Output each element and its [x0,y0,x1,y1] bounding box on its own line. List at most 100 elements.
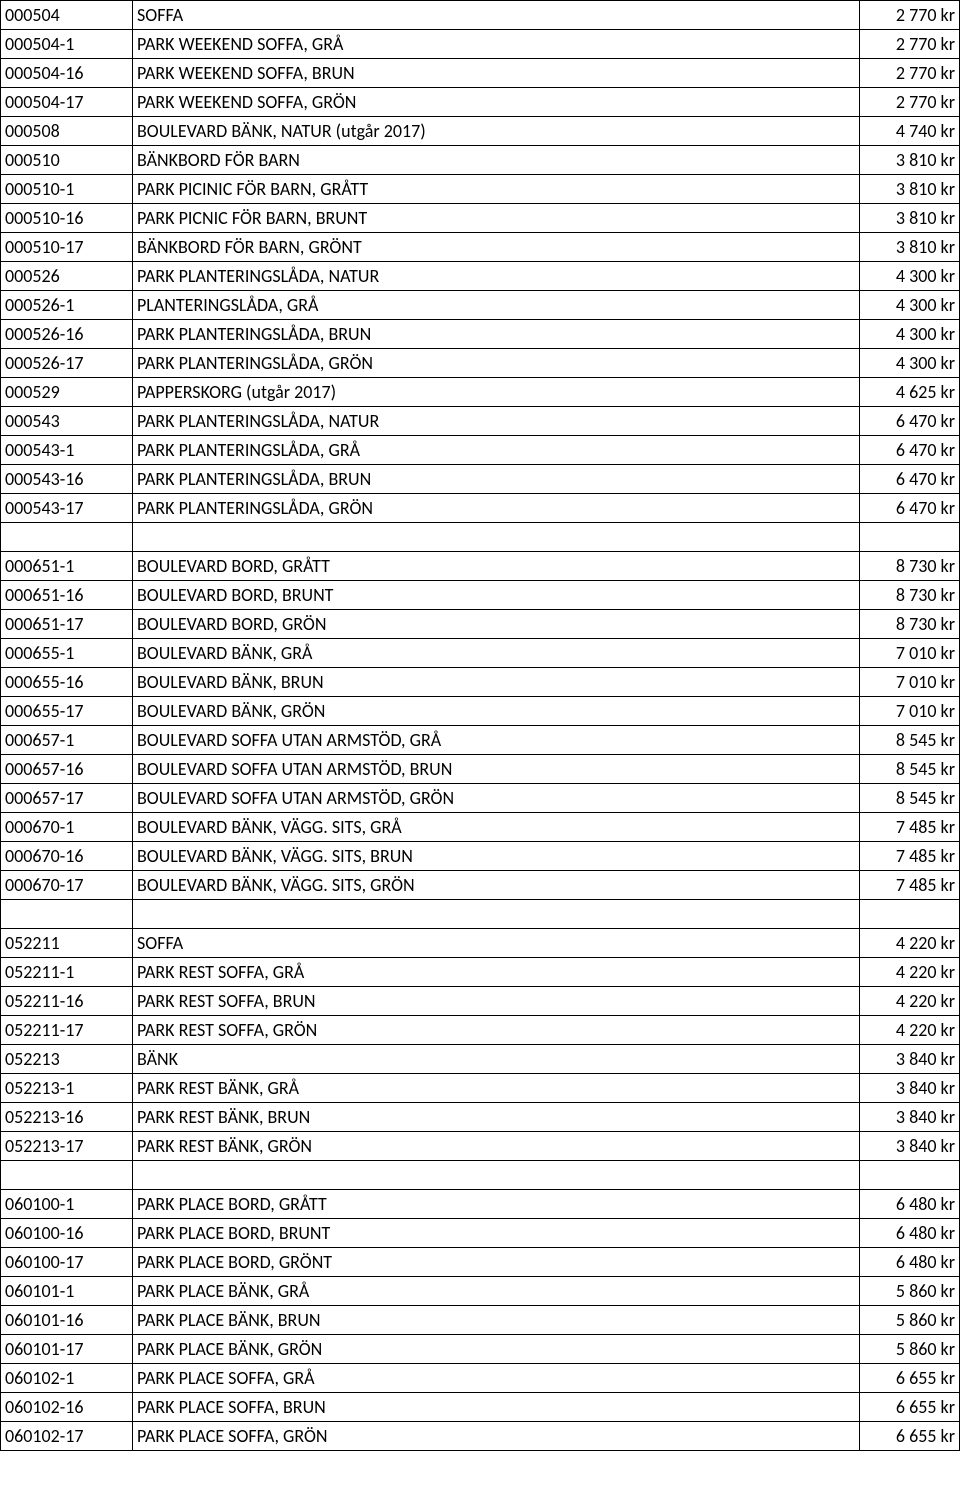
code-cell: 000543-17 [1,494,133,523]
table-row: 000526-17PARK PLANTERINGSLÅDA, GRÖN4 300… [1,349,960,378]
description-cell: BOULEVARD BÄNK, BRUN [133,668,860,697]
code-cell: 060102-1 [1,1364,133,1393]
code-cell: 060101-1 [1,1277,133,1306]
code-cell: 060100-16 [1,1219,133,1248]
price-cell: 7 010 kr [860,639,960,668]
table-row: 000651-16BOULEVARD BORD, BRUNT8 730 kr [1,581,960,610]
blank-row [1,900,960,929]
description-cell: PARK PLACE BÄNK, BRUN [133,1306,860,1335]
description-cell: BOULEVARD BÄNK, VÄGG. SITS, GRÖN [133,871,860,900]
price-cell: 4 220 kr [860,958,960,987]
table-row: 000670-1BOULEVARD BÄNK, VÄGG. SITS, GRÅ7… [1,813,960,842]
price-cell: 4 300 kr [860,349,960,378]
code-cell: 060102-16 [1,1393,133,1422]
code-cell: 000670-16 [1,842,133,871]
code-cell: 000670-17 [1,871,133,900]
description-cell: BOULEVARD BORD, BRUNT [133,581,860,610]
code-cell: 060102-17 [1,1422,133,1451]
description-cell: BOULEVARD BÄNK, GRÅ [133,639,860,668]
table-row: 060101-16PARK PLACE BÄNK, BRUN5 860 kr [1,1306,960,1335]
description-cell: PARK PLACE BÄNK, GRÖN [133,1335,860,1364]
price-cell: 5 860 kr [860,1335,960,1364]
price-cell: 5 860 kr [860,1277,960,1306]
description-cell: BÄNK [133,1045,860,1074]
price-cell: 8 545 kr [860,726,960,755]
price-cell: 7 485 kr [860,871,960,900]
price-cell: 6 655 kr [860,1422,960,1451]
price-cell: 4 300 kr [860,262,960,291]
table-row: 000504-17PARK WEEKEND SOFFA, GRÖN2 770 k… [1,88,960,117]
description-cell: PARK PLACE SOFFA, GRÅ [133,1364,860,1393]
code-cell: 060100-17 [1,1248,133,1277]
code-cell: 000529 [1,378,133,407]
description-cell: PARK PLANTERINGSLÅDA, GRÖN [133,494,860,523]
price-cell: 6 480 kr [860,1248,960,1277]
price-cell: 4 220 kr [860,987,960,1016]
table-row: 000670-16BOULEVARD BÄNK, VÄGG. SITS, BRU… [1,842,960,871]
description-cell: PARK PLACE BÄNK, GRÅ [133,1277,860,1306]
description-cell: PARK REST SOFFA, GRÅ [133,958,860,987]
table-row: 000543-17PARK PLANTERINGSLÅDA, GRÖN6 470… [1,494,960,523]
code-cell: 000657-1 [1,726,133,755]
price-cell [860,900,960,929]
price-cell: 7 485 kr [860,842,960,871]
code-cell: 060100-1 [1,1190,133,1219]
price-cell: 8 545 kr [860,755,960,784]
price-cell: 8 545 kr [860,784,960,813]
code-cell: 000651-16 [1,581,133,610]
code-cell: 000651-1 [1,552,133,581]
code-cell: 000510-16 [1,204,133,233]
price-cell: 4 220 kr [860,1016,960,1045]
code-cell: 000510-1 [1,175,133,204]
code-cell [1,523,133,552]
price-cell: 8 730 kr [860,552,960,581]
code-cell: 052213 [1,1045,133,1074]
table-row: 000670-17BOULEVARD BÄNK, VÄGG. SITS, GRÖ… [1,871,960,900]
description-cell: BOULEVARD SOFFA UTAN ARMSTÖD, BRUN [133,755,860,784]
code-cell: 052211-1 [1,958,133,987]
description-cell: BOULEVARD BÄNK, NATUR (utgår 2017) [133,117,860,146]
price-cell: 2 770 kr [860,30,960,59]
code-cell: 052211-17 [1,1016,133,1045]
price-cell: 3 810 kr [860,146,960,175]
price-cell: 3 810 kr [860,175,960,204]
table-row: 052211-17PARK REST SOFFA, GRÖN4 220 kr [1,1016,960,1045]
code-cell: 000526-1 [1,291,133,320]
table-row: 052211-1PARK REST SOFFA, GRÅ4 220 kr [1,958,960,987]
table-row: 000655-17BOULEVARD BÄNK, GRÖN7 010 kr [1,697,960,726]
table-row: 000655-1BOULEVARD BÄNK, GRÅ7 010 kr [1,639,960,668]
price-cell: 6 470 kr [860,494,960,523]
table-row: 000510-17BÄNKBORD FÖR BARN, GRÖNT3 810 k… [1,233,960,262]
code-cell: 000504-16 [1,59,133,88]
description-cell: PARK PLANTERINGSLÅDA, BRUN [133,465,860,494]
code-cell: 052213-16 [1,1103,133,1132]
price-table-body: 000504SOFFA2 770 kr000504-1PARK WEEKEND … [1,1,960,1451]
table-row: 000504SOFFA2 770 kr [1,1,960,30]
price-cell: 5 860 kr [860,1306,960,1335]
description-cell: SOFFA [133,1,860,30]
description-cell: PARK PLACE BORD, GRÅTT [133,1190,860,1219]
table-row: 052211-16PARK REST SOFFA, BRUN4 220 kr [1,987,960,1016]
description-cell: BÄNKBORD FÖR BARN, GRÖNT [133,233,860,262]
price-cell: 4 740 kr [860,117,960,146]
table-row: 000508BOULEVARD BÄNK, NATUR (utgår 2017)… [1,117,960,146]
price-cell: 4 300 kr [860,320,960,349]
price-cell: 6 655 kr [860,1364,960,1393]
description-cell: BOULEVARD BÄNK, GRÖN [133,697,860,726]
code-cell: 000543-16 [1,465,133,494]
table-row: 060102-1PARK PLACE SOFFA, GRÅ6 655 kr [1,1364,960,1393]
description-cell: PARK PLANTERINGSLÅDA, NATUR [133,407,860,436]
description-cell: BOULEVARD BÄNK, VÄGG. SITS, BRUN [133,842,860,871]
table-row: 000655-16BOULEVARD BÄNK, BRUN7 010 kr [1,668,960,697]
table-row: 000543-1PARK PLANTERINGSLÅDA, GRÅ6 470 k… [1,436,960,465]
table-row: 000543PARK PLANTERINGSLÅDA, NATUR6 470 k… [1,407,960,436]
table-row: 000657-17BOULEVARD SOFFA UTAN ARMSTÖD, G… [1,784,960,813]
table-row: 052213BÄNK3 840 kr [1,1045,960,1074]
description-cell: PARK PLACE BORD, BRUNT [133,1219,860,1248]
price-cell: 6 470 kr [860,407,960,436]
price-cell: 6 480 kr [860,1190,960,1219]
code-cell: 000543 [1,407,133,436]
table-row: 052213-17PARK REST BÄNK, GRÖN3 840 kr [1,1132,960,1161]
price-cell: 7 010 kr [860,697,960,726]
description-cell: PARK PLACE SOFFA, BRUN [133,1393,860,1422]
